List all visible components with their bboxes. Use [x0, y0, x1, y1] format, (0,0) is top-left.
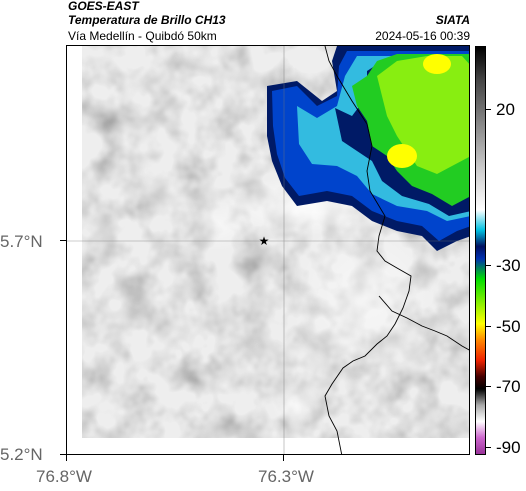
satellite-map[interactable]: ★ [66, 45, 470, 455]
colorbar-tick [486, 326, 491, 327]
lat-label-top: 5.7°N [0, 232, 43, 251]
cold-cloud-tops [267, 46, 469, 251]
star-icon: ★ [259, 234, 270, 248]
colorbar-tick [486, 447, 491, 448]
agency-label: SIATA [435, 13, 470, 27]
region-label: Vía Medellín - Quibdó 50km [68, 29, 217, 43]
colorbar-tick [486, 386, 491, 387]
colorbar-label: -30 [496, 256, 521, 275]
satellite-title: GOES-EAST [68, 0, 139, 13]
colorbar-label: -70 [496, 377, 521, 396]
cloud-yellow-top [423, 54, 451, 74]
lat-label-bottom: 5.2°N [0, 445, 43, 464]
colorbar-label: -50 [496, 317, 521, 336]
lat-tick-bottom [60, 454, 66, 455]
cloud-lime [377, 56, 469, 174]
colorbar-tick [486, 265, 491, 266]
lon-label-left: 76.8°W [36, 467, 92, 486]
lon-label-mid: 76.3°W [258, 467, 314, 486]
datetime-label: 2024-05-16 00:39 [375, 29, 470, 43]
map-canvas: ★ [67, 46, 469, 454]
country-borders [324, 46, 469, 454]
colorbar-label: 20 [496, 100, 515, 119]
product-title: Temperatura de Brillo CH13 [68, 13, 226, 27]
cloud-yellow-mid [387, 144, 417, 168]
lon-tick-mid [283, 455, 284, 461]
colorbar [475, 46, 486, 455]
map-bottom-white-area [67, 438, 469, 454]
colorbar-tick [486, 109, 491, 110]
lat-tick-top [60, 240, 66, 241]
lon-tick-left [66, 455, 67, 461]
grid-lines [67, 46, 469, 454]
colorbar-label: -90 [496, 438, 521, 457]
map-left-white-area [67, 46, 82, 454]
